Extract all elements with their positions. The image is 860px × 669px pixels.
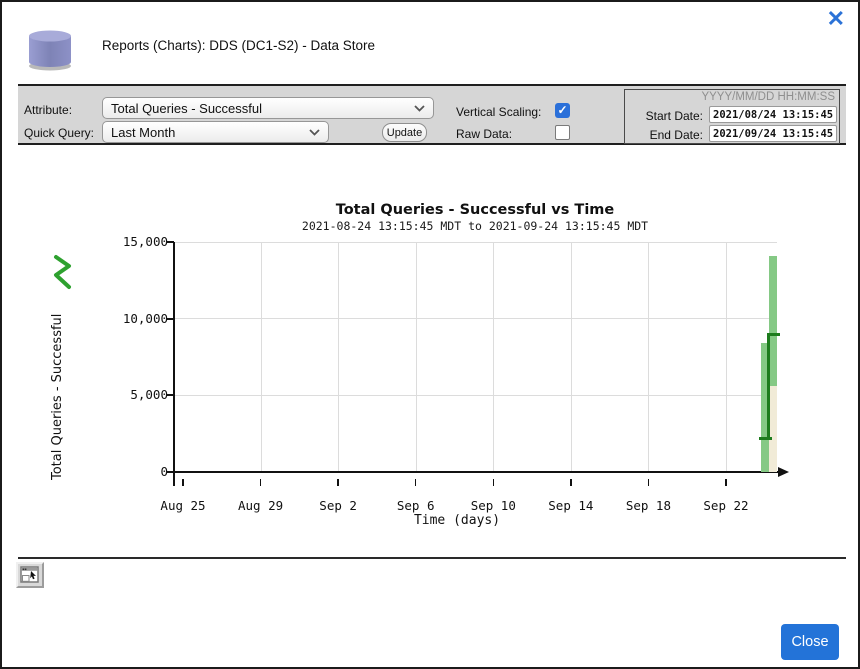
x-tick: [492, 479, 495, 486]
x-tick-label: Sep 22: [703, 498, 749, 513]
start-date-label: Start Date:: [645, 109, 703, 123]
x-tick-label: Aug 25: [160, 498, 206, 513]
attribute-select-value: Total Queries - Successful: [111, 100, 263, 116]
y-axis-line: [173, 242, 175, 486]
checkmark-icon: ✓: [557, 103, 568, 117]
x-tick-label: Sep 2: [319, 498, 357, 513]
y-tick: [166, 394, 174, 397]
x-tick: [725, 479, 727, 486]
x-axis-arrow: [778, 467, 789, 477]
end-date-label: End Date:: [649, 128, 703, 142]
quick-query-select-value: Last Month: [111, 124, 176, 140]
mean-connector: [766, 332, 770, 440]
chevron-down-icon: [309, 129, 320, 136]
y-tick-label: 0: [160, 464, 168, 479]
v-gridline: [260, 242, 262, 472]
x-tick-label: Sep 10: [470, 498, 516, 513]
close-icon[interactable]: ✕: [826, 6, 845, 31]
end-date-input[interactable]: [709, 125, 837, 142]
vertical-scaling-checkbox[interactable]: ✓: [555, 103, 570, 118]
v-gridline: [338, 242, 340, 472]
raw-data-label: Raw Data:: [456, 127, 513, 141]
chart-title: Total Queries - Successful vs Time: [335, 202, 615, 218]
h-gridline: [174, 394, 777, 396]
start-date-input[interactable]: [709, 106, 837, 123]
mean-segment: [758, 436, 772, 440]
x-axis-title: Time (days): [413, 513, 501, 528]
chart-toolbar: Attribute: Total Queries - Successful Qu…: [18, 84, 846, 145]
footer-divider: [18, 557, 846, 559]
h-gridline: [174, 241, 777, 243]
x-tick-label: Sep 14: [548, 498, 594, 513]
v-gridline: [415, 242, 417, 472]
x-tick-label: Sep 6: [396, 498, 435, 513]
x-tick: [414, 479, 417, 486]
mean-segment: [766, 332, 780, 336]
quick-query-label: Quick Query:: [24, 126, 95, 140]
date-range-box: YYYY/MM/DD HH:MM:SS Start Date: End Date…: [624, 89, 840, 144]
y-tick: [166, 471, 174, 473]
chevron-down-icon: [414, 105, 425, 112]
y-tick: [166, 317, 174, 320]
y-axis-title: Total Queries - Successful: [50, 313, 65, 480]
v-gridline: [570, 242, 572, 472]
x-tick-label: Sep 18: [625, 498, 671, 513]
x-axis-line: [172, 471, 779, 473]
x-tick-label: Aug 29: [237, 498, 284, 513]
y-tick: [166, 241, 174, 243]
database-icon: [26, 28, 76, 77]
popout-window-icon: [20, 566, 39, 583]
x-tick: [570, 479, 572, 486]
attribute-select[interactable]: Total Queries - Successful: [102, 97, 434, 119]
date-format-hint: YYYY/MM/DD HH:MM:SS: [701, 91, 835, 103]
y-tick-label: 10,000: [122, 310, 168, 326]
v-gridline: [493, 242, 495, 472]
quick-query-select[interactable]: Last Month: [102, 121, 329, 143]
vertical-scaling-label: Vertical Scaling:: [456, 105, 542, 119]
v-gridline: [648, 242, 650, 472]
range-bar: [768, 255, 777, 387]
dialog-title: Reports (Charts): DDS (DC1-S2) - Data St…: [102, 38, 376, 53]
h-gridline: [174, 318, 777, 320]
x-tick: [337, 479, 339, 486]
update-button[interactable]: Update: [382, 123, 427, 142]
v-gridline: [725, 242, 727, 472]
close-button[interactable]: Close: [781, 624, 839, 660]
range-bar: [760, 343, 770, 472]
x-tick: [182, 479, 184, 486]
attribute-label: Attribute:: [24, 103, 73, 117]
range-bar-beige: [768, 386, 777, 472]
chart-subtitle: 2021-08-24 13:15:45 MDT to 2021-09-24 13…: [301, 219, 649, 233]
x-tick: [259, 479, 262, 486]
open-chart-in-window-button[interactable]: [16, 562, 44, 588]
series-zigzag-icon: [52, 254, 74, 297]
x-tick: [647, 479, 650, 486]
y-tick-label: 5,000: [130, 387, 168, 403]
y-tick-label: 15,000: [122, 234, 168, 249]
raw-data-checkbox[interactable]: [555, 125, 570, 140]
